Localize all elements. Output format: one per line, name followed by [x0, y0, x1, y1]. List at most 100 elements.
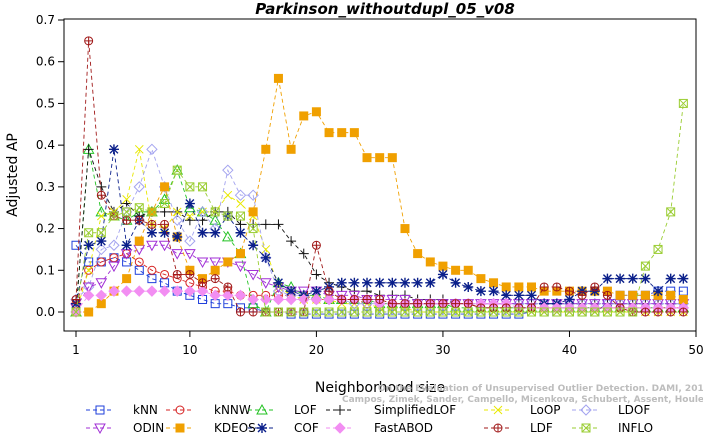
data-point: [286, 307, 296, 317]
data-point: [437, 269, 448, 280]
legend-item-ldf: LDF: [484, 421, 553, 434]
data-point: [602, 290, 612, 300]
data-point: [171, 214, 183, 226]
data-point: [312, 241, 321, 250]
data-point: [665, 273, 676, 284]
data-point: [400, 299, 409, 308]
data-point: [362, 153, 372, 163]
data-point: [540, 282, 549, 291]
data-point: [678, 307, 688, 317]
data-point: [450, 277, 461, 288]
data-point: [223, 211, 233, 221]
data-point: [172, 165, 182, 175]
data-point: [235, 211, 245, 221]
data-point: [640, 273, 651, 284]
data-point: [97, 191, 106, 200]
data-point: [463, 307, 473, 317]
data-point: [388, 299, 397, 308]
data-point: [159, 227, 170, 238]
data-point: [451, 299, 460, 308]
data-point: [210, 207, 220, 217]
data-point: [438, 299, 447, 308]
data-point: [185, 269, 195, 279]
data-point: [95, 243, 108, 256]
data-point: [234, 261, 247, 273]
data-point: [236, 199, 245, 208]
data-point: [666, 207, 676, 217]
data-point: [603, 291, 612, 300]
y-tick-label: 0.5: [36, 96, 55, 110]
data-point: [261, 307, 271, 317]
data-point: [71, 307, 81, 317]
legend-label: ODIN: [133, 421, 164, 434]
legend-item-simplifiedlof: SimplifiedLOF: [326, 403, 456, 417]
data-point: [223, 211, 233, 221]
data-point: [160, 219, 170, 229]
data-point: [146, 240, 158, 252]
data-point: [350, 307, 359, 317]
data-point: [261, 144, 271, 154]
data-point: [185, 182, 195, 192]
legend-marker: [494, 424, 502, 432]
data-point: [615, 307, 625, 317]
data-point: [425, 307, 435, 317]
data-point: [185, 270, 194, 279]
data-point: [375, 295, 384, 304]
data-point: [234, 189, 247, 201]
data-point: [159, 206, 170, 217]
data-point: [147, 207, 157, 217]
legend-marker: [334, 422, 346, 434]
data-point: [337, 307, 347, 317]
data-point: [513, 290, 524, 301]
data-point: [286, 236, 297, 247]
data-point: [122, 195, 131, 204]
data-point: [615, 307, 625, 317]
data-point: [413, 307, 422, 317]
data-point: [299, 307, 309, 317]
data-point: [653, 307, 663, 317]
data-point: [501, 282, 511, 292]
data-point: [299, 111, 309, 121]
legend-label: FastABOD: [374, 421, 433, 434]
data-point: [248, 224, 258, 233]
data-point: [488, 286, 499, 297]
data-point: [387, 307, 397, 317]
data-point: [235, 249, 245, 259]
data-point: [438, 261, 448, 271]
data-point: [349, 128, 359, 138]
x-axis-title: Neighborhood size: [315, 380, 445, 396]
legend-label: LDOF: [618, 403, 650, 417]
data-point: [95, 289, 108, 302]
data-point: [627, 273, 638, 284]
data-point: [463, 265, 473, 275]
series-cof: [71, 144, 689, 309]
data-point: [209, 257, 222, 268]
data-point: [475, 286, 486, 297]
data-point: [413, 299, 422, 308]
data-point: [83, 240, 94, 251]
data-point: [578, 291, 587, 300]
data-point: [514, 307, 524, 317]
data-point: [438, 307, 448, 317]
data-point: [653, 286, 664, 297]
data-point: [197, 227, 208, 238]
data-point: [539, 307, 549, 317]
data-point: [71, 294, 81, 304]
legend-label: KDEOS: [214, 421, 256, 434]
data-point: [147, 207, 157, 217]
data-point: [489, 278, 499, 288]
data-point: [552, 307, 562, 317]
data-point: [84, 228, 94, 238]
data-point: [96, 211, 106, 221]
data-point: [577, 307, 587, 317]
data-point: [147, 220, 156, 229]
data-point: [160, 269, 170, 279]
data-point: [249, 308, 258, 316]
data-point: [476, 307, 486, 317]
y-tick-label: 0.7: [36, 13, 55, 27]
data-point: [349, 307, 359, 317]
data-point: [324, 286, 334, 296]
data-point: [325, 287, 334, 296]
data-point: [172, 165, 182, 175]
legend: kNN kNNW LOF SimplifiedLOF LoOP LDOF ODIN KDEOS…: [86, 403, 653, 434]
